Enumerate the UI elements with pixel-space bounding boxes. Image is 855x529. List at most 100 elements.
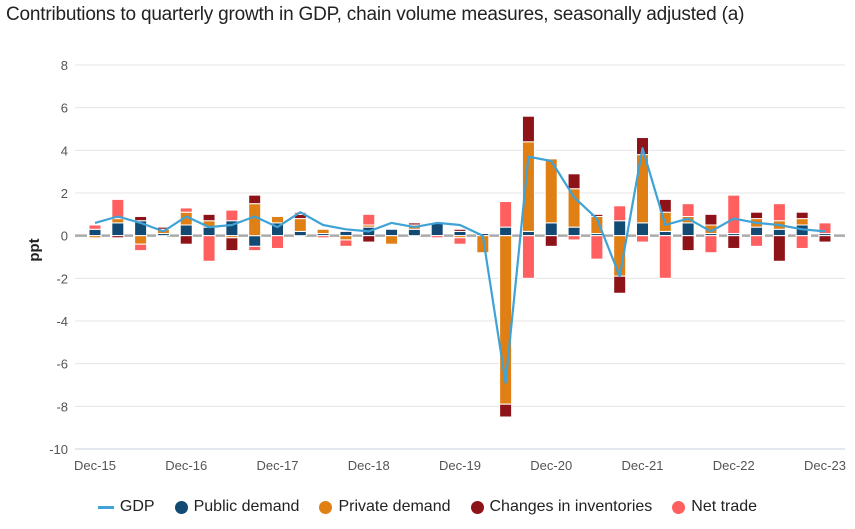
bar-net-trade — [613, 205, 627, 222]
y-tick-label: -2 — [56, 271, 68, 286]
bar-net-trade — [818, 222, 832, 235]
bar-net-trade — [681, 203, 695, 217]
y-tick-label: 6 — [61, 101, 68, 116]
bar-net-trade — [316, 235, 330, 239]
bar-net-trade — [134, 243, 148, 252]
bar-changes-in-inventories — [567, 173, 581, 190]
y-tick-label: 4 — [61, 143, 68, 158]
bar-private-demand — [248, 203, 262, 237]
chart-title: Contributions to quarterly growth in GDP… — [6, 4, 745, 25]
bar-private-demand — [111, 218, 125, 224]
bar-public-demand — [385, 228, 399, 237]
y-axis-label: ppt — [26, 238, 43, 261]
legend-item-net-trade[interactable]: Net trade — [672, 498, 757, 516]
bar-changes-in-inventories — [613, 275, 627, 294]
bar-net-trade — [658, 235, 672, 279]
x-tick-label: Dec-23 — [804, 458, 846, 473]
bar-changes-in-inventories — [544, 235, 558, 247]
legend-item-inventories[interactable]: Changes in inventories — [470, 498, 653, 516]
bar-private-demand — [293, 218, 307, 232]
bar-net-trade — [362, 213, 376, 226]
bar-net-trade — [795, 235, 809, 249]
bar-changes-in-inventories — [225, 237, 239, 252]
legend-item-public-demand[interactable]: Public demand — [174, 498, 300, 516]
bar-private-demand — [795, 218, 809, 226]
bar-public-demand — [750, 226, 764, 237]
x-axis-ticks: Dec-15 Dec-16 Dec-17 Dec-18 Dec-19 Dec-20 Dec-… — [74, 458, 846, 473]
bar-changes-in-inventories — [202, 213, 216, 222]
y-tick-label: 2 — [61, 186, 68, 201]
y-tick-label: -8 — [56, 399, 68, 414]
circle-icon — [672, 500, 686, 514]
x-tick-label: Dec-16 — [165, 458, 207, 473]
legend-label: Public demand — [193, 498, 300, 515]
bar-net-trade — [88, 224, 102, 230]
bar-public-demand — [772, 228, 786, 237]
bar-changes-in-inventories — [818, 235, 832, 243]
y-tick-label: -6 — [56, 357, 68, 372]
bar-private-demand — [385, 235, 399, 245]
bar-net-trade — [111, 198, 125, 220]
x-tick-label: Dec-15 — [74, 458, 116, 473]
bar-changes-in-inventories — [111, 235, 125, 239]
bar-net-trade — [225, 209, 239, 222]
bar-public-demand — [293, 230, 307, 237]
bar-private-demand — [271, 215, 284, 224]
bar-net-trade — [521, 235, 535, 279]
y-axis-ticks: 8 6 4 2 0 -2 -4 -6 -8 -10 — [49, 58, 68, 457]
bar-public-demand — [88, 228, 102, 237]
bars — [88, 115, 832, 418]
bar-net-trade — [590, 235, 604, 260]
bar-net-trade — [727, 194, 741, 235]
x-tick-label: Dec-22 — [713, 458, 755, 473]
bar-changes-in-inventories — [362, 235, 376, 243]
bar-changes-in-inventories — [248, 194, 262, 205]
bar-changes-in-inventories — [750, 211, 764, 220]
bar-private-demand — [88, 235, 102, 239]
bar-net-trade — [339, 239, 353, 247]
bar-changes-in-inventories — [636, 137, 649, 156]
bar-net-trade — [772, 203, 786, 222]
legend: GDP Public demand Private demand Changes… — [0, 498, 855, 516]
bar-public-demand — [613, 220, 627, 237]
bar-public-demand — [111, 222, 125, 237]
circle-icon — [470, 500, 484, 514]
bar-private-demand — [544, 158, 558, 224]
x-tick-label: Dec-21 — [622, 458, 664, 473]
x-tick-label: Dec-17 — [257, 458, 299, 473]
bar-net-trade — [453, 237, 467, 245]
gdp-line-group — [94, 147, 826, 384]
bar-public-demand — [544, 222, 558, 237]
legend-item-gdp[interactable]: GDP — [97, 498, 155, 516]
legend-label: Net trade — [691, 498, 758, 515]
bar-private-demand — [134, 235, 148, 245]
bar-net-trade — [271, 235, 284, 249]
bar-public-demand — [248, 235, 262, 247]
bar-changes-in-inventories — [704, 213, 718, 226]
gdp-line — [94, 147, 826, 384]
bar-net-trade — [567, 235, 581, 241]
x-tick-label: Dec-18 — [348, 458, 390, 473]
bar-public-demand — [636, 222, 649, 237]
bar-net-trade — [430, 235, 444, 239]
y-tick-label: -4 — [56, 314, 68, 329]
bar-public-demand — [521, 230, 535, 237]
legend-label: Changes in inventories — [489, 498, 653, 515]
circle-icon — [319, 500, 333, 514]
bar-net-trade — [750, 235, 764, 247]
bar-net-trade — [202, 235, 216, 262]
bar-changes-in-inventories — [134, 215, 148, 222]
bar-changes-in-inventories — [590, 213, 604, 217]
gdp-line-key-icon — [97, 505, 114, 509]
bar-changes-in-inventories — [727, 235, 741, 249]
bar-changes-in-inventories — [521, 115, 535, 143]
bar-net-trade — [248, 245, 262, 252]
bar-public-demand — [202, 226, 216, 237]
gridlines — [75, 64, 845, 450]
bar-private-demand — [316, 228, 330, 235]
bar-public-demand — [681, 222, 695, 237]
bar-net-trade — [499, 201, 513, 228]
y-tick-label: -10 — [49, 442, 68, 457]
legend-item-private-demand[interactable]: Private demand — [319, 498, 451, 516]
